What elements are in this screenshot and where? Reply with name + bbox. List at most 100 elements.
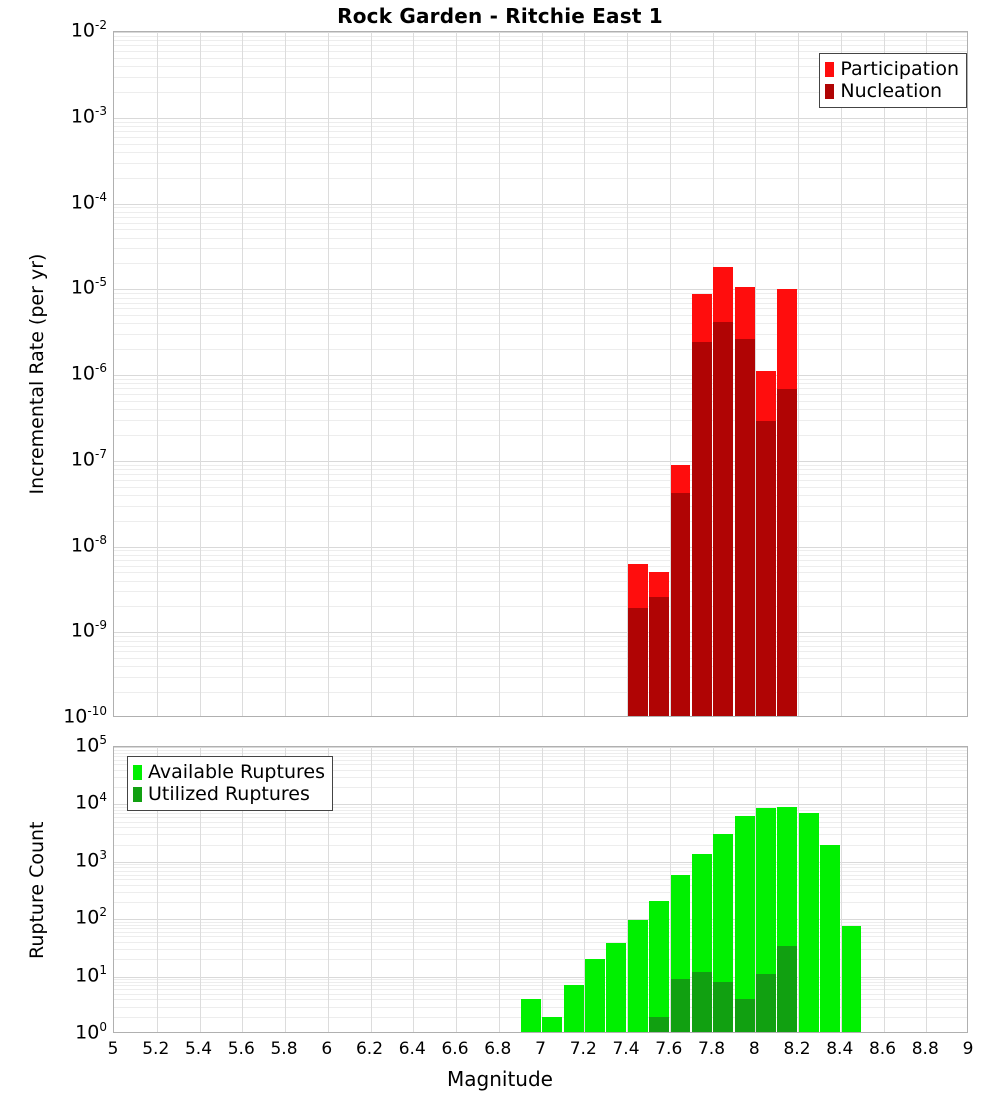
gridline-minor xyxy=(114,229,967,231)
gridline-minor xyxy=(114,222,967,224)
y-tick-label: 104 xyxy=(75,790,107,814)
gridline-minor xyxy=(114,677,967,679)
gridline-minor xyxy=(114,989,967,991)
x-tick-label: 5.8 xyxy=(270,1039,298,1059)
gridline-minor xyxy=(114,864,967,866)
legend-item: Participation xyxy=(825,58,959,80)
gridline-minor xyxy=(114,777,967,778)
gridline-minor xyxy=(114,891,967,893)
bar-utilized-ruptures xyxy=(649,1016,669,1032)
gridline-vertical xyxy=(712,32,714,716)
gridline-minor xyxy=(114,211,967,213)
x-tick-label: 5 xyxy=(107,1039,119,1059)
gridline-minor xyxy=(114,979,967,981)
gridline-minor xyxy=(114,759,967,761)
top-legend: Participation Nucleation xyxy=(819,53,967,108)
gridline-vertical xyxy=(669,32,671,716)
bar-available-ruptures xyxy=(820,844,840,1032)
bar-nucleation xyxy=(670,493,691,716)
gridline-vertical xyxy=(541,747,543,1032)
gridline-minor xyxy=(114,388,967,390)
gridline-minor xyxy=(114,749,967,751)
gridline-minor xyxy=(114,554,967,556)
gridline-minor xyxy=(114,769,967,771)
gridline-minor xyxy=(114,985,967,987)
gridline-minor xyxy=(114,40,967,42)
gridline-minor xyxy=(114,302,967,304)
gridline-minor xyxy=(114,787,967,789)
y-tick-label: 10-5 xyxy=(70,275,107,299)
gridline-major xyxy=(114,632,967,634)
gridline-minor xyxy=(114,131,967,133)
gridline-vertical xyxy=(199,747,201,1032)
gridline-minor xyxy=(114,474,967,476)
gridline-vertical xyxy=(242,747,244,1032)
x-tick-label: 7 xyxy=(535,1039,546,1059)
gridline-major xyxy=(114,546,967,548)
x-tick-label: 6.2 xyxy=(355,1039,384,1059)
gridline-minor xyxy=(114,942,967,944)
y-tick-label: 10-6 xyxy=(70,361,107,385)
legend-swatch-icon xyxy=(133,764,142,780)
gridline-major xyxy=(114,289,967,291)
gridline-minor xyxy=(114,464,967,466)
gridline-minor xyxy=(114,591,967,593)
gridline-minor xyxy=(114,651,967,653)
y-tick-label: 105 xyxy=(75,733,107,757)
y-tick-label: 10-3 xyxy=(70,103,107,128)
gridline-minor xyxy=(114,807,967,809)
y-tick-label: 10-8 xyxy=(70,532,107,556)
x-tick-label: 5.4 xyxy=(184,1039,213,1059)
bar-available-ruptures xyxy=(606,943,627,1032)
legend-swatch-icon xyxy=(825,61,835,77)
gridline-minor xyxy=(114,559,967,561)
gridline-minor xyxy=(114,434,967,436)
bar-nucleation xyxy=(649,596,669,716)
bar-utilized-ruptures xyxy=(734,999,755,1032)
legend-swatch-icon xyxy=(825,83,835,99)
gridline-minor xyxy=(114,334,967,336)
y-tick-label: 10-4 xyxy=(70,189,107,213)
gridline-vertical xyxy=(498,747,500,1032)
gridline-minor xyxy=(114,936,967,938)
gridline-major xyxy=(114,919,967,921)
page-title: Rock Garden - Ritchie East 1 xyxy=(337,4,663,28)
bar-utilized-ruptures xyxy=(756,974,776,1032)
y-tick-label: 10-10 xyxy=(63,704,107,728)
gridline-vertical xyxy=(413,32,415,716)
gridline-minor xyxy=(114,162,967,164)
gridline-minor xyxy=(114,658,967,660)
gridline-minor xyxy=(114,308,967,310)
incremental-rate-plot xyxy=(113,31,968,717)
gridline-minor xyxy=(114,394,967,396)
bar-available-ruptures xyxy=(542,1016,563,1032)
y-tick-label: 101 xyxy=(75,962,107,987)
bar-available-ruptures xyxy=(627,919,648,1032)
gridline-vertical xyxy=(584,32,586,716)
bar-available-ruptures xyxy=(585,959,605,1032)
x-tick-label: 7.4 xyxy=(612,1039,640,1059)
gridline-minor xyxy=(114,606,967,608)
gridline-minor xyxy=(114,565,967,567)
gridline-vertical xyxy=(840,32,842,716)
gridline-vertical xyxy=(798,32,799,716)
gridline-minor xyxy=(114,136,967,138)
gridline-minor xyxy=(114,237,967,239)
gridline-minor xyxy=(114,645,967,647)
gridline-major xyxy=(114,861,967,863)
legend-swatch-icon xyxy=(133,786,142,802)
gridline-vertical xyxy=(456,747,457,1032)
bar-nucleation xyxy=(777,389,798,716)
x-tick-label: 6.4 xyxy=(398,1039,426,1059)
gridline-vertical xyxy=(755,747,757,1032)
bar-nucleation xyxy=(713,322,734,716)
y-tick-label: 10-9 xyxy=(70,618,107,642)
bar-utilized-ruptures xyxy=(777,946,798,1032)
x-tick-label: 6.8 xyxy=(484,1039,512,1059)
legend-label: Nucleation xyxy=(840,79,943,102)
x-tick-label: 8 xyxy=(748,1039,760,1059)
bar-nucleation xyxy=(734,339,755,716)
bar-utilized-ruptures xyxy=(691,972,712,1032)
x-tick-label: 6 xyxy=(321,1039,333,1059)
